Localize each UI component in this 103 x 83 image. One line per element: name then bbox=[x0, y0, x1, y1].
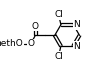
Text: N: N bbox=[73, 42, 80, 51]
Text: Cl: Cl bbox=[54, 52, 63, 61]
Text: O: O bbox=[27, 39, 34, 48]
Text: O: O bbox=[32, 22, 39, 31]
Text: methO: methO bbox=[0, 39, 23, 48]
Text: N: N bbox=[73, 20, 80, 29]
Text: Cl: Cl bbox=[54, 10, 63, 19]
